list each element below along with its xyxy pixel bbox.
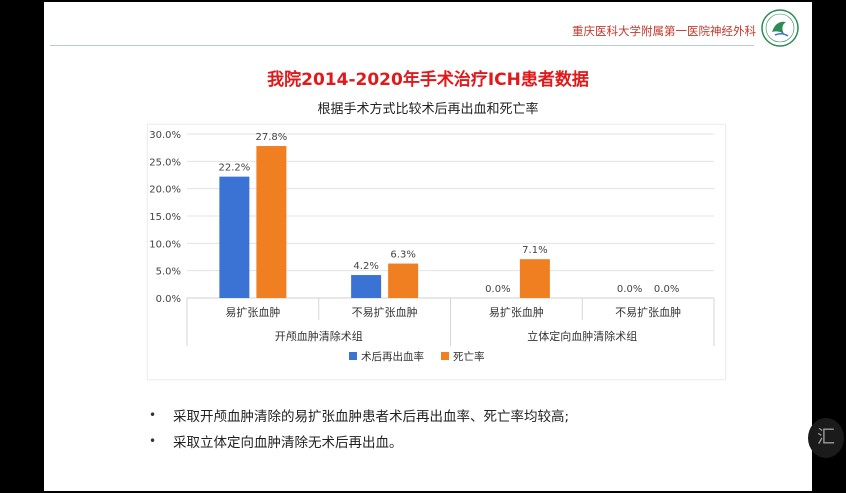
slide-subtitle: 根据手术方式比较术后再出血和死亡率 [317,102,539,117]
x-group-label: 开颅血肿清除术组 [275,329,363,343]
data-label: 7.1% [522,245,547,256]
legend-swatch [349,352,357,360]
watermark-badge: 汇 [808,418,844,458]
y-tick-label: 0.0% [156,294,181,305]
hospital-logo-icon [761,9,799,47]
y-tick-label: 5.0% [156,267,181,278]
x-group-label: 立体定向血肿清除术组 [527,329,637,343]
data-label: 27.8% [255,132,287,143]
screen-edge [812,0,846,493]
bullet-text: 采取立体定向血肿清除无术后再出血。 [173,435,403,451]
y-tick-label: 30.0% [149,130,181,141]
bar [256,146,287,298]
y-tick-label: 15.0% [149,212,181,223]
bullet-text: 采取开颅血肿清除的易扩张血肿患者术后再出血率、死亡率均较高; [173,409,570,425]
data-label: 22.2% [218,163,250,174]
data-label: 0.0% [485,284,510,295]
header-divider [50,45,754,46]
hospital-name: 重庆医科大学附属第一医院神经外科 [572,24,756,38]
bullet-marker: • [149,434,157,448]
bar [519,259,550,298]
x-tick-label: 易扩张血肿 [225,305,280,319]
legend-label: 术后再出血率 [361,350,424,363]
slide-title: 我院2014-2020年手术治疗ICH患者数据 [267,70,589,90]
bullet-item: • 采取开颅血肿清除的易扩张血肿患者术后再出血率、死亡率均较高; [149,402,569,428]
x-tick-label: 不易扩张血肿 [352,305,418,319]
legend-label: 死亡率 [453,350,485,363]
bullet-list: • 采取开颅血肿清除的易扩张血肿患者术后再出血率、死亡率均较高; • 采取立体定… [149,402,569,454]
bullet-item: • 采取立体定向血肿清除无术后再出血。 [149,428,569,454]
bar-chart: 0.0% 5.0% 10.0% 15.0% 20.0% 25.0% 30.0% 22.2% 27… [149,130,715,363]
bullet-marker: • [149,408,157,422]
data-label: 4.2% [353,261,378,272]
slide: 重庆医科大学附属第一医院神经外科 我院2014-2020年手术治疗ICH患者数据… [44,2,812,491]
chart-frame [147,124,726,380]
bar [388,263,419,298]
y-tick-label: 20.0% [149,185,181,196]
bar [219,176,250,298]
data-label: 0.0% [617,284,642,295]
x-tick-label: 易扩张血肿 [489,305,544,319]
data-label: 6.3% [390,250,415,261]
bar [351,275,382,298]
legend-swatch [441,352,449,360]
y-tick-label: 10.0% [149,239,181,250]
x-tick-label: 不易扩张血肿 [615,305,681,319]
data-label: 0.0% [654,284,679,295]
y-tick-label: 25.0% [149,157,181,168]
